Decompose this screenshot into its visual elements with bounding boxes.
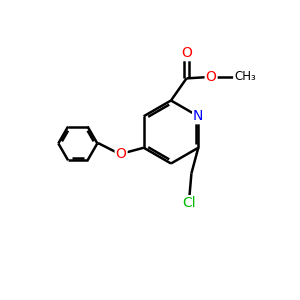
Text: N: N	[193, 109, 203, 123]
Text: O: O	[206, 70, 217, 84]
Text: O: O	[181, 46, 192, 60]
Text: Cl: Cl	[182, 196, 196, 210]
Text: O: O	[116, 147, 127, 161]
Text: CH₃: CH₃	[234, 70, 256, 83]
